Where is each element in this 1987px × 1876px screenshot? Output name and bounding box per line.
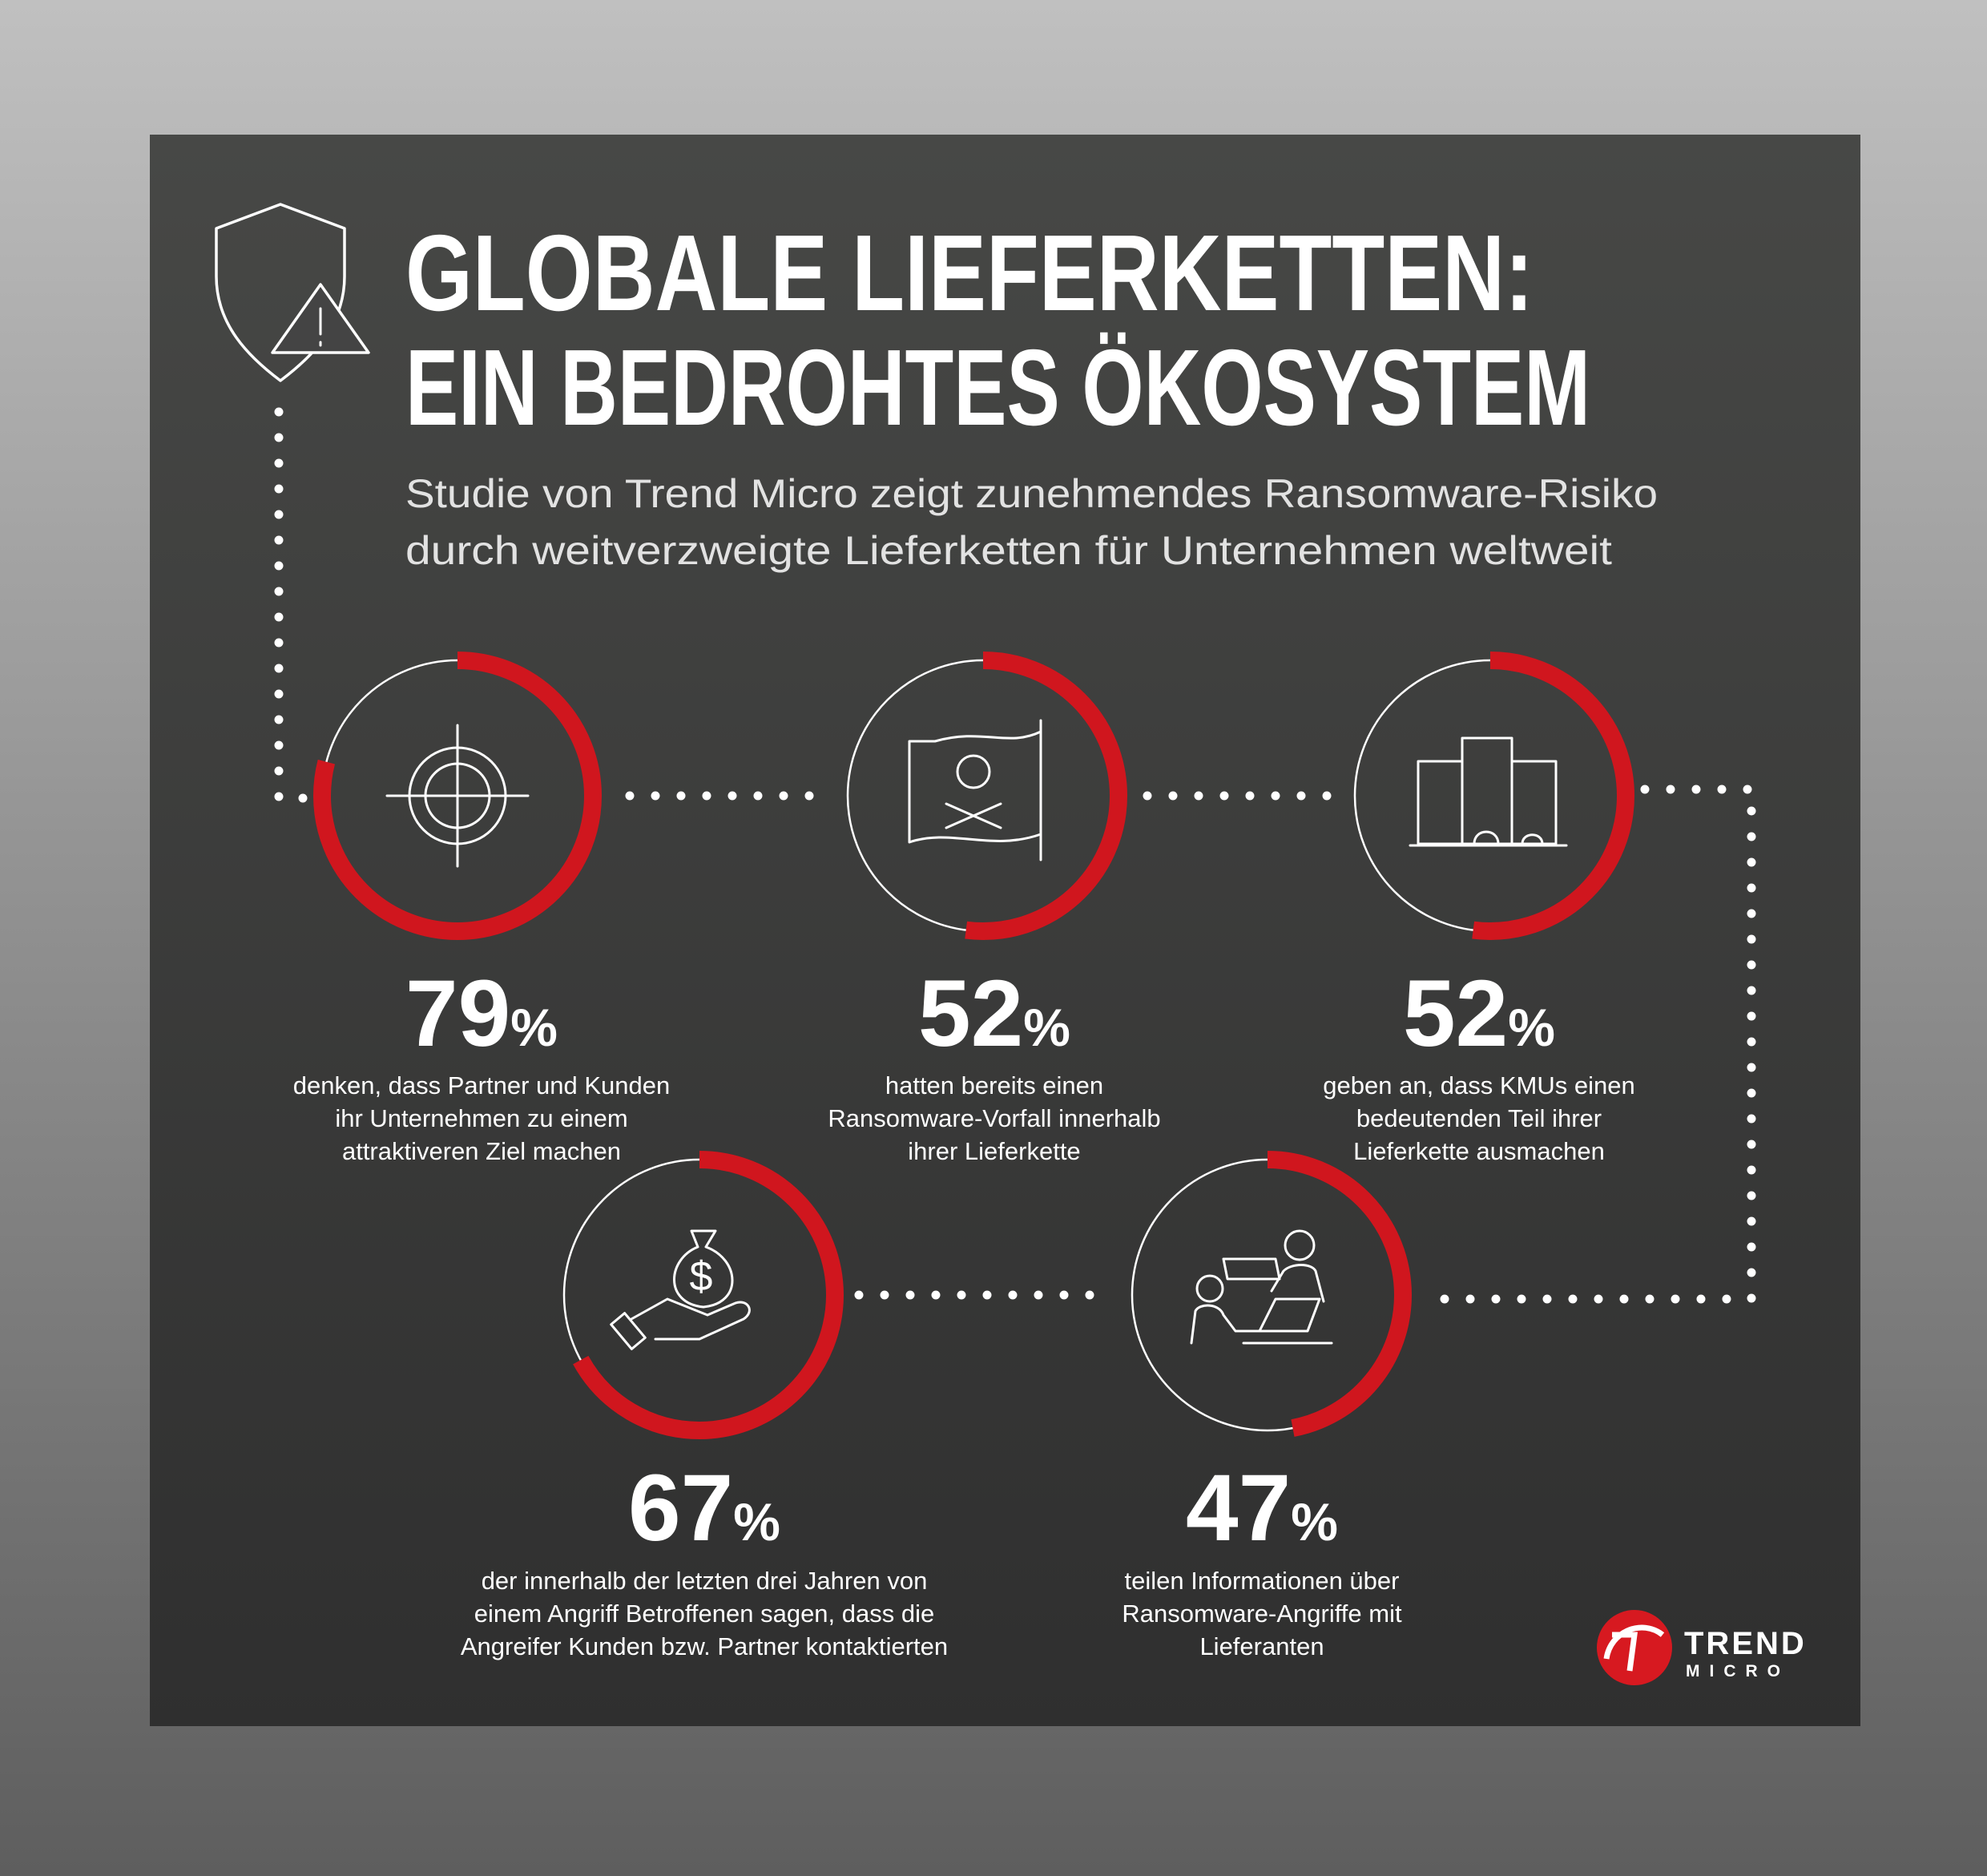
stats: 79% denken, dass Partner und Kunden ihr Un… — [293, 652, 1635, 1660]
stat-description: geben an, dass KMUs einen — [1323, 1071, 1634, 1099]
stat-description: der innerhalb der letzten drei Jahren vo… — [482, 1567, 928, 1595]
stat-description: Lieferanten — [1199, 1632, 1324, 1660]
meeting-icon — [1190, 1229, 1333, 1345]
stat-number: 79 — [405, 961, 510, 1067]
stat-value: 47% — [1186, 1455, 1338, 1561]
stat-unit: % — [733, 1492, 780, 1551]
target-icon — [385, 724, 530, 868]
ring-arc — [1123, 1151, 1412, 1439]
ring-arc — [1346, 652, 1634, 940]
stat-value: 52% — [918, 961, 1070, 1067]
stat-unit: % — [1023, 998, 1070, 1057]
stat-description: einem Angriff Betroffenen sagen, dass di… — [474, 1600, 934, 1628]
stat-description: attraktiveren Ziel machen — [342, 1137, 621, 1165]
stat-unit: % — [510, 998, 558, 1057]
stat-unit: % — [1291, 1492, 1338, 1551]
stat-description: bedeutenden Teil ihrer — [1356, 1104, 1602, 1132]
pirate-flag-icon — [908, 719, 1042, 861]
stat-description: ihr Unternehmen zu einem — [335, 1104, 627, 1132]
stat-number: 52 — [918, 961, 1023, 1067]
stat-description: Angreifer Kunden bzw. Partner kontaktier… — [461, 1632, 948, 1660]
svg-text:$: $ — [690, 1253, 713, 1300]
logo: TREND MICRO — [1597, 1610, 1807, 1685]
logo-text: MICRO — [1686, 1662, 1790, 1680]
stat-description: Ransomware-Angriffe mit — [1122, 1600, 1402, 1628]
stat-description: hatten bereits einen — [885, 1071, 1103, 1099]
buildings-icon — [1409, 736, 1568, 847]
logo-text: TREND — [1684, 1626, 1807, 1661]
title: GLOBALE LIEFERKETTEN: — [405, 212, 1534, 333]
logo-swoosh — [1603, 1624, 1665, 1672]
stat-value: 52% — [1403, 961, 1555, 1067]
stat-description: denken, dass Partner und Kunden — [293, 1071, 671, 1099]
ring-arc — [313, 652, 602, 940]
connector — [274, 407, 312, 803]
subtitle: Studie von Trend Micro zeigt zunehmendes… — [405, 471, 1658, 516]
stat-number: 47 — [1186, 1455, 1291, 1561]
stat-description: Lieferkette ausmachen — [1353, 1137, 1605, 1165]
title: EIN BEDROHTES ÖKOSYSTEM — [405, 327, 1590, 448]
stat-unit: % — [1508, 998, 1555, 1057]
stat-number: 52 — [1403, 961, 1508, 1067]
shield-icon — [215, 203, 370, 382]
subtitle: durch weitverzweigte Lieferketten für Un… — [405, 528, 1612, 573]
stat-description: teilen Informationen über — [1125, 1567, 1400, 1595]
money-hand-icon: $ — [610, 1229, 751, 1350]
connector — [1425, 785, 1756, 1304]
ring-arc — [555, 1151, 844, 1439]
stat-value: 79% — [405, 961, 558, 1067]
stat-description: Ransomware-Vorfall innerhalb — [828, 1104, 1160, 1132]
stat-number: 67 — [628, 1455, 733, 1561]
ring-arc — [839, 652, 1127, 940]
stat-value: 67% — [628, 1455, 780, 1561]
stat-description: ihrer Lieferkette — [908, 1137, 1080, 1165]
